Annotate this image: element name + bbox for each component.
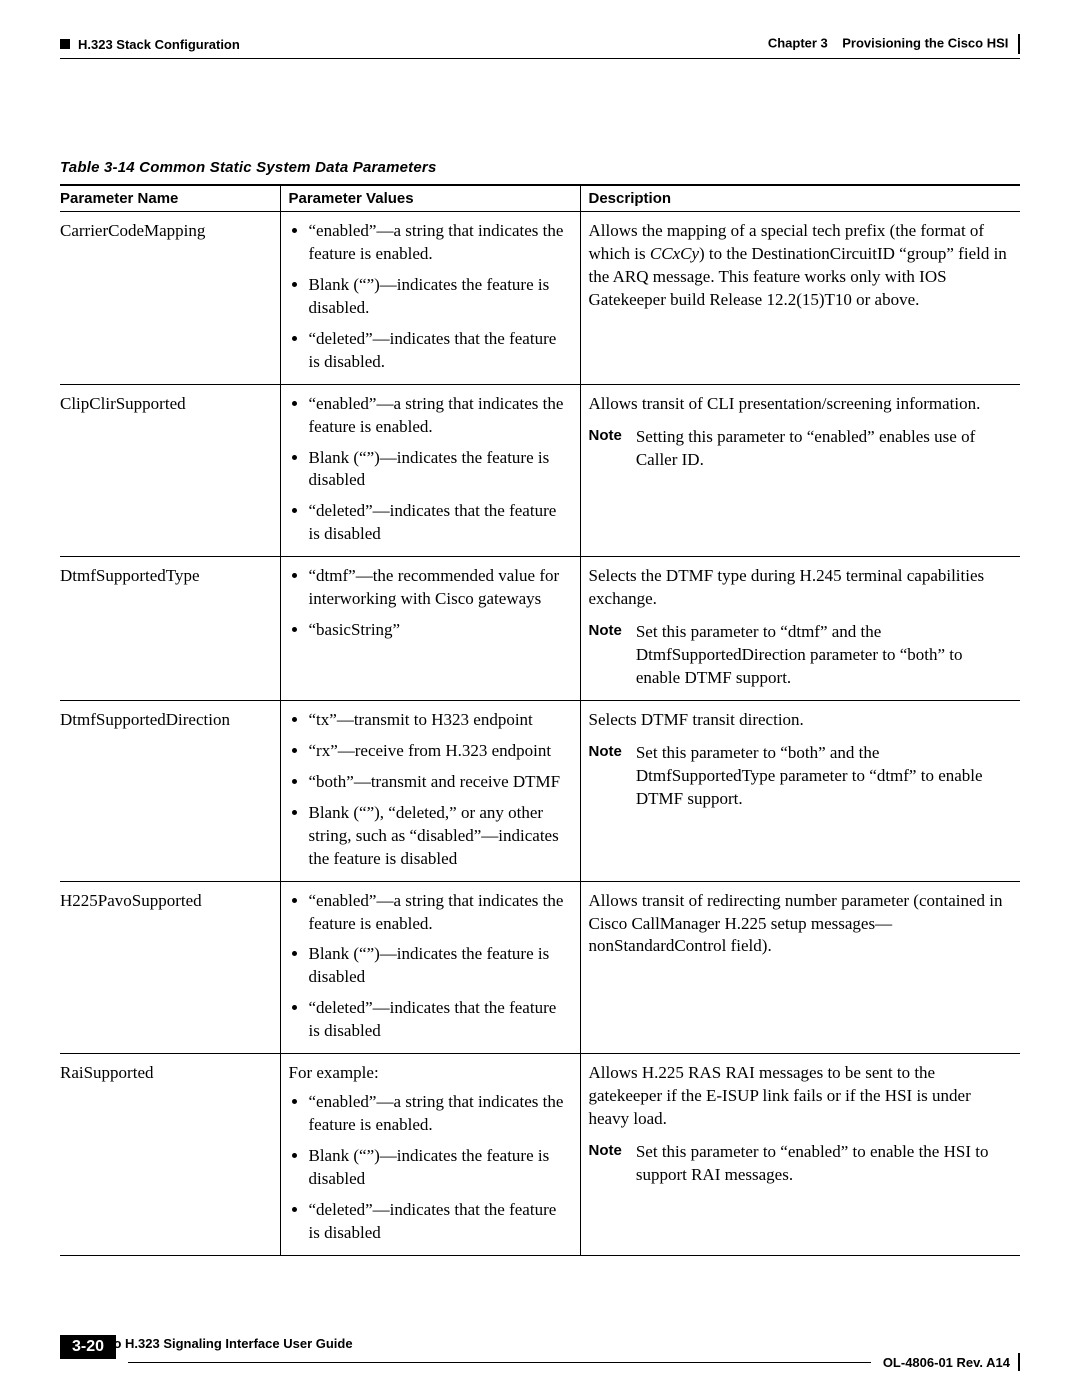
- param-name: ClipClirSupported: [60, 384, 280, 557]
- param-values: “enabled”—a string that indicates the fe…: [280, 384, 580, 557]
- header-section: H.323 Stack Configuration: [78, 37, 240, 52]
- table-row: DtmfSupportedDirection “tx”—transmit to …: [60, 700, 1020, 881]
- footer-rule: [128, 1362, 871, 1363]
- table-row: ClipClirSupported “enabled”—a string tha…: [60, 384, 1020, 557]
- note-label: Note: [589, 426, 622, 472]
- param-desc: Selects DTMF transit direction. Note Set…: [580, 700, 1020, 881]
- note-text: Setting this parameter to “enabled” enab…: [636, 426, 1010, 472]
- param-values: For example: “enabled”—a string that ind…: [280, 1054, 580, 1256]
- parameters-table: Parameter Name Parameter Values Descript…: [60, 184, 1020, 1256]
- desc-italic: CCxCy: [650, 244, 699, 263]
- note-block: Note Set this parameter to “enabled” to …: [589, 1141, 1011, 1187]
- desc-text: Allows transit of CLI presentation/scree…: [589, 393, 1011, 416]
- value-item: “enabled”—a string that indicates the fe…: [309, 1091, 570, 1137]
- param-desc: Allows transit of redirecting number par…: [580, 881, 1020, 1054]
- header-square-icon: [60, 39, 70, 49]
- value-item: “basicString”: [309, 619, 570, 642]
- value-item: “deleted”—indicates that the feature is …: [309, 500, 570, 546]
- value-item: “tx”—transmit to H323 endpoint: [309, 709, 570, 732]
- value-item: “enabled”—a string that indicates the fe…: [309, 890, 570, 936]
- footer-revision: OL-4806-01 Rev. A14: [883, 1355, 1010, 1370]
- page-number-badge: 3-20: [60, 1335, 116, 1359]
- param-desc: Allows the mapping of a special tech pre…: [580, 212, 1020, 385]
- value-item: “deleted”—indicates that the feature is …: [309, 1199, 570, 1245]
- value-item: “rx”—receive from H.323 endpoint: [309, 740, 570, 763]
- param-values: “enabled”—a string that indicates the fe…: [280, 881, 580, 1054]
- value-item: Blank (“”)—indicates the feature is disa…: [309, 274, 570, 320]
- param-values: “tx”—transmit to H323 endpoint “rx”—rece…: [280, 700, 580, 881]
- footer-title: Cisco H.323 Signaling Interface User Gui…: [86, 1336, 353, 1351]
- col-header-values: Parameter Values: [280, 185, 580, 212]
- desc-text: Selects the DTMF type during H.245 termi…: [589, 565, 1011, 611]
- param-name: DtmfSupportedDirection: [60, 700, 280, 881]
- value-item: “enabled”—a string that indicates the fe…: [309, 393, 570, 439]
- header-vbar-icon: [1018, 34, 1020, 54]
- desc-text: Allows transit of redirecting number par…: [589, 890, 1011, 959]
- table-row: DtmfSupportedType “dtmf”—the recommended…: [60, 557, 1020, 701]
- value-item: Blank (“”), “deleted,” or any other stri…: [309, 802, 570, 871]
- note-block: Note Set this parameter to “both” and th…: [589, 742, 1011, 811]
- header-chapter: Chapter 3: [768, 35, 828, 50]
- running-header: H.323 Stack Configuration Chapter 3 Prov…: [60, 34, 1020, 54]
- table-header-row: Parameter Name Parameter Values Descript…: [60, 185, 1020, 212]
- param-desc: Allows H.225 RAS RAI messages to be sent…: [580, 1054, 1020, 1256]
- note-label: Note: [589, 621, 622, 690]
- note-block: Note Setting this parameter to “enabled”…: [589, 426, 1011, 472]
- table-caption: Table 3-14 Common Static System Data Par…: [60, 159, 1020, 176]
- col-header-desc: Description: [580, 185, 1020, 212]
- note-text: Set this parameter to “enabled” to enabl…: [636, 1141, 1010, 1187]
- table-row: RaiSupported For example: “enabled”—a st…: [60, 1054, 1020, 1256]
- param-name: CarrierCodeMapping: [60, 212, 280, 385]
- header-chapter-title: Provisioning the Cisco HSI: [842, 35, 1008, 50]
- table-row: H225PavoSupported “enabled”—a string tha…: [60, 881, 1020, 1054]
- note-block: Note Set this parameter to “dtmf” and th…: [589, 621, 1011, 690]
- page-footer: Cisco H.323 Signaling Interface User Gui…: [60, 1336, 1020, 1371]
- note-label: Note: [589, 742, 622, 811]
- desc-text: Allows H.225 RAS RAI messages to be sent…: [589, 1062, 1011, 1131]
- note-text: Set this parameter to “both” and the Dtm…: [636, 742, 1010, 811]
- values-leadin: For example:: [289, 1062, 570, 1085]
- footer-vbar-icon: [1018, 1353, 1020, 1371]
- param-name: H225PavoSupported: [60, 881, 280, 1054]
- value-item: Blank (“”)—indicates the feature is disa…: [309, 447, 570, 493]
- value-item: “deleted”—indicates that the feature is …: [309, 997, 570, 1043]
- value-item: “enabled”—a string that indicates the fe…: [309, 220, 570, 266]
- desc-text: Selects DTMF transit direction.: [589, 709, 1011, 732]
- param-name: DtmfSupportedType: [60, 557, 280, 701]
- param-name: RaiSupported: [60, 1054, 280, 1256]
- value-item: “deleted”—indicates that the feature is …: [309, 328, 570, 374]
- param-desc: Selects the DTMF type during H.245 termi…: [580, 557, 1020, 701]
- col-header-name: Parameter Name: [60, 185, 280, 212]
- document-page: H.323 Stack Configuration Chapter 3 Prov…: [0, 0, 1080, 1397]
- table-row: CarrierCodeMapping “enabled”—a string th…: [60, 212, 1020, 385]
- value-item: Blank (“”)—indicates the feature is disa…: [309, 943, 570, 989]
- value-item: Blank (“”)—indicates the feature is disa…: [309, 1145, 570, 1191]
- param-values: “dtmf”—the recommended value for interwo…: [280, 557, 580, 701]
- value-item: “both”—transmit and receive DTMF: [309, 771, 570, 794]
- param-desc: Allows transit of CLI presentation/scree…: [580, 384, 1020, 557]
- param-values: “enabled”—a string that indicates the fe…: [280, 212, 580, 385]
- value-item: “dtmf”—the recommended value for interwo…: [309, 565, 570, 611]
- note-text: Set this parameter to “dtmf” and the Dtm…: [636, 621, 1010, 690]
- note-label: Note: [589, 1141, 622, 1187]
